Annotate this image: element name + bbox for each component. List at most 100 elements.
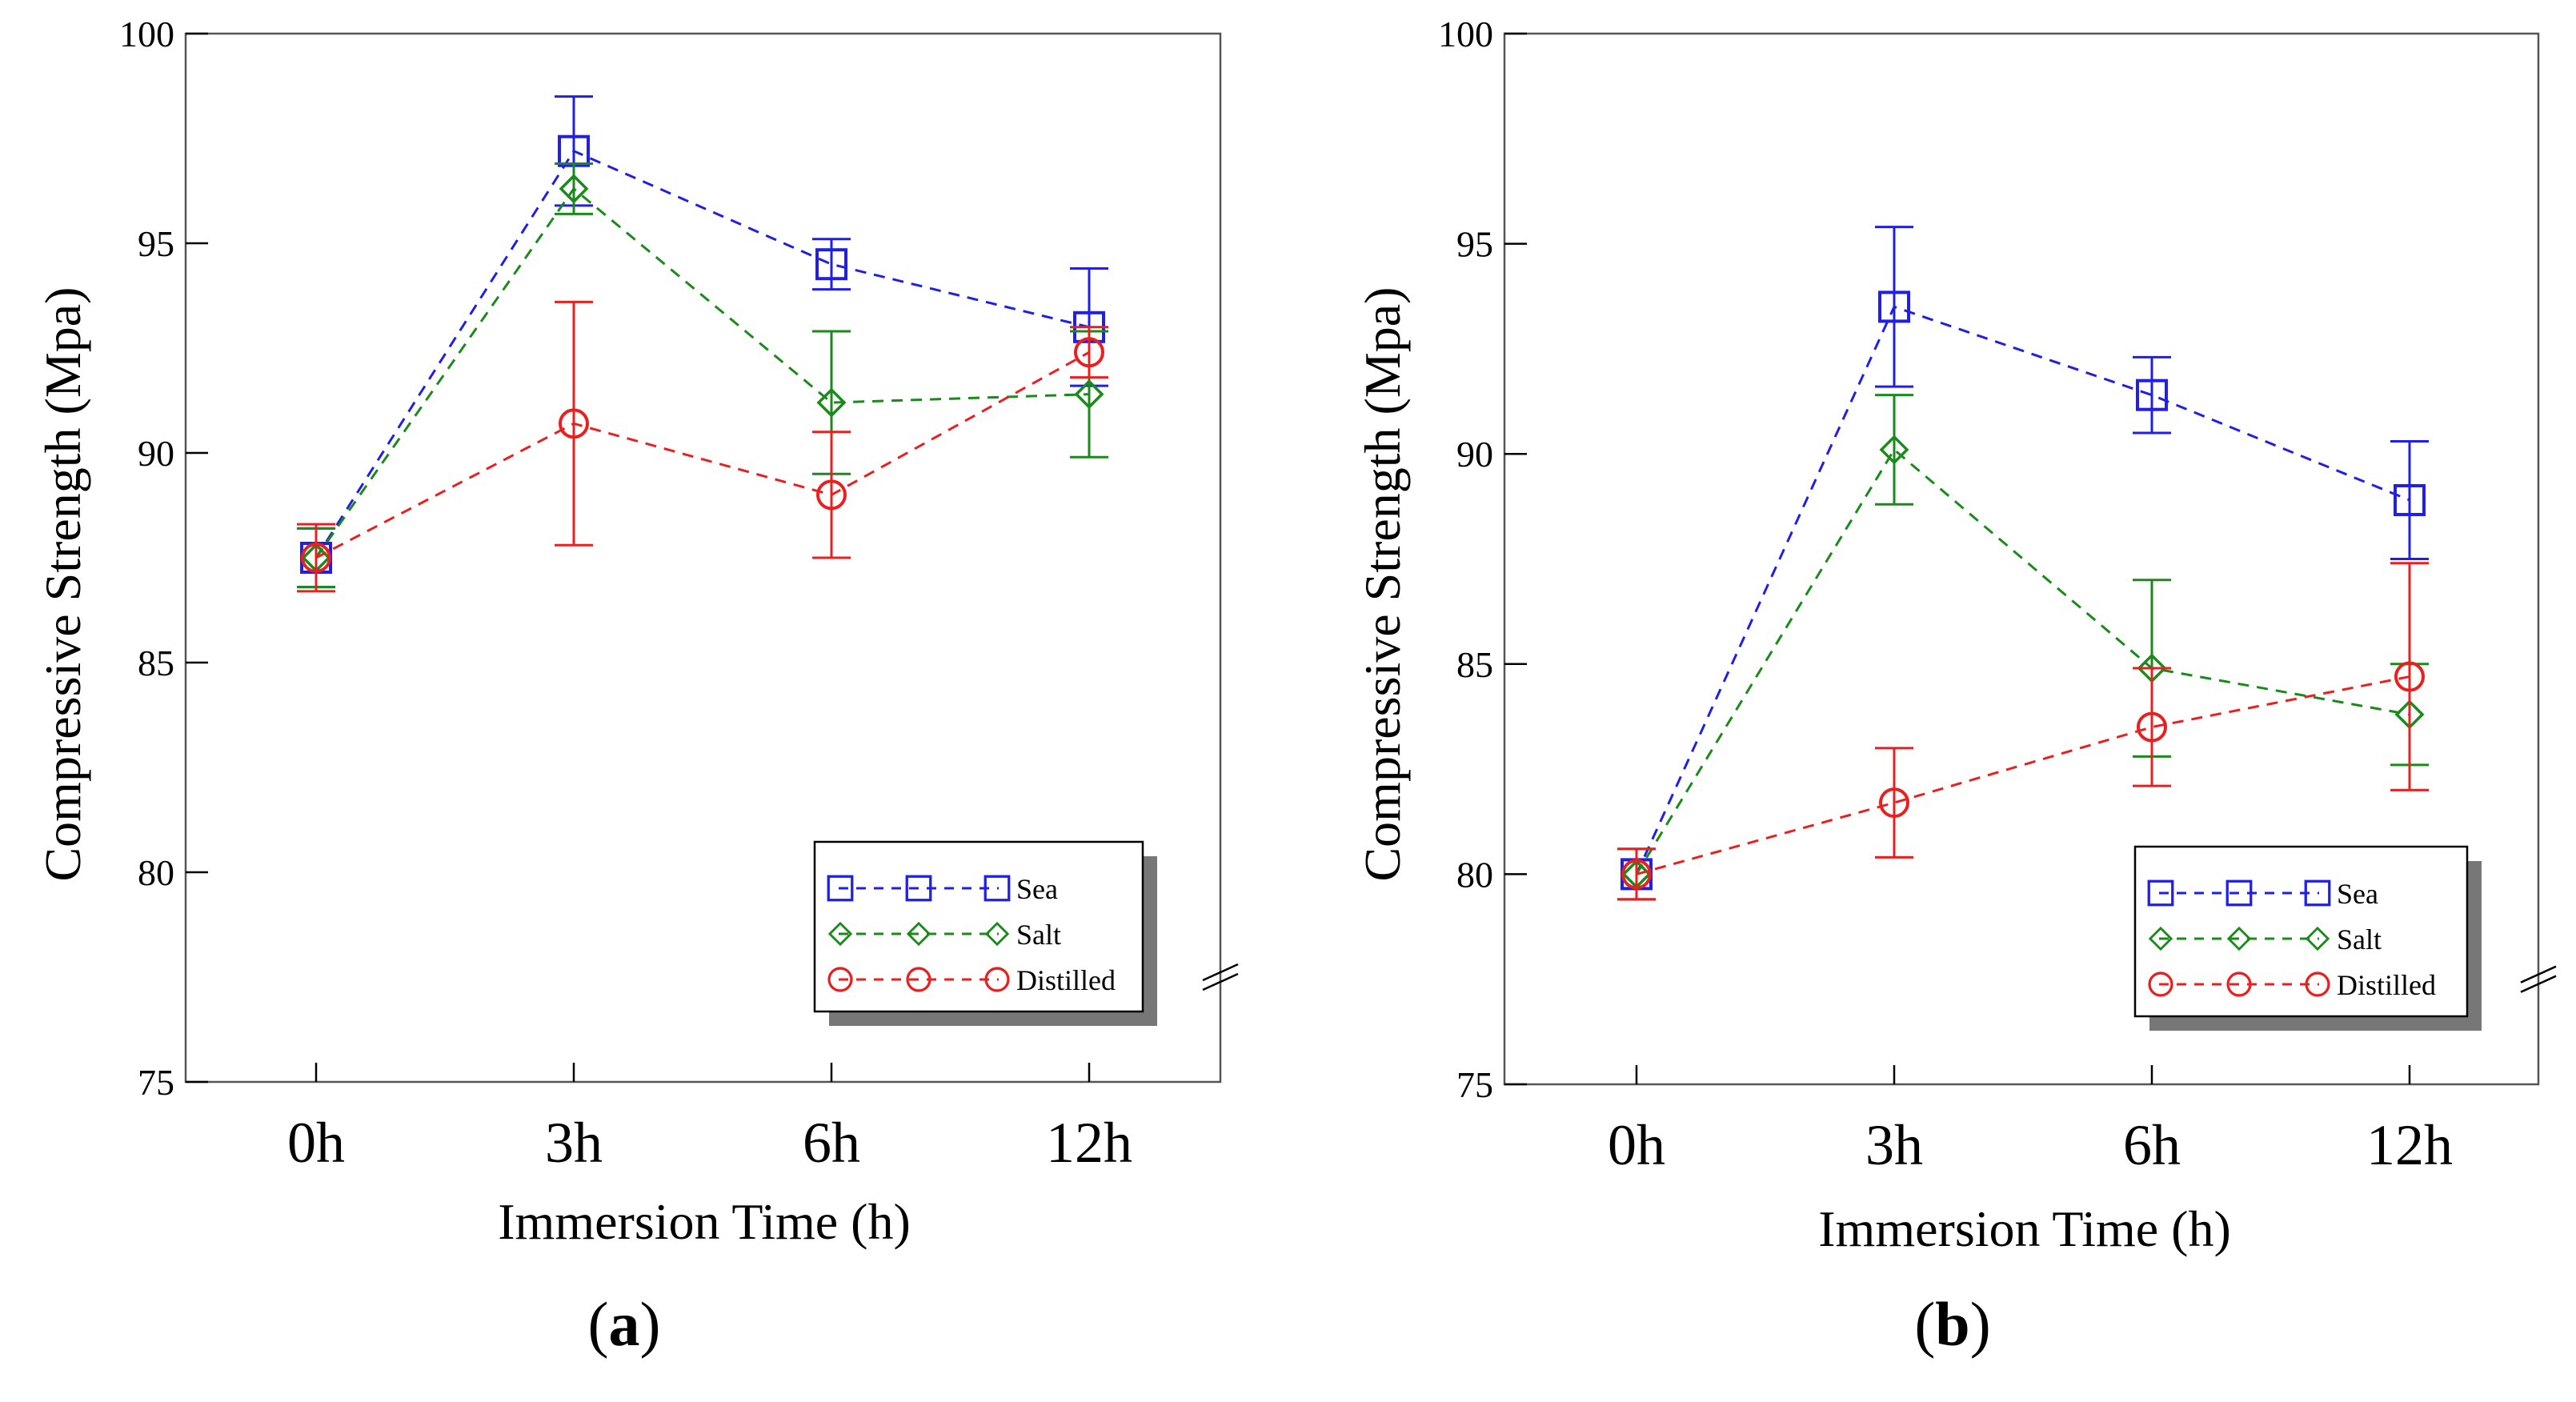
panel-letter-a: a	[608, 1289, 640, 1359]
legend-marker-a-sea-2	[984, 875, 1011, 902]
x-tick-label-a-3h: 3h	[545, 1111, 603, 1175]
legend-marker-group-a-distilled-0	[827, 967, 853, 992]
legend-box-a	[813, 840, 1144, 1013]
y-tick-label-b-95: 95	[1456, 224, 1493, 265]
y-tick-label-a-100: 100	[119, 14, 174, 54]
legend-marker-group-a-sea-0	[827, 875, 854, 902]
axis-break-mark-upper-a	[1202, 963, 1239, 982]
legend-marker-group-b-sea-0	[2147, 879, 2174, 907]
legend-marker-group-a-salt-0	[827, 921, 853, 947]
legend-marker-b-sea-1	[2225, 879, 2253, 907]
data-point-a-distilled-0h	[301, 543, 331, 573]
legend-marker-b-distilled-0	[2148, 971, 2173, 997]
legend-label-a-salt: Salt	[1016, 919, 1061, 951]
legend-marker-group-a-distilled-1	[906, 967, 931, 992]
chart-panel-a: 75 80 85 90 95 100 0h 3h 6h 12h Immersion Time (h)…	[34, 14, 1239, 1250]
panel-label-a: (a)	[587, 1289, 661, 1359]
legend-label-b-distilled: Distilled	[2337, 969, 2436, 1001]
y-tick-label-b-100: 100	[1438, 14, 1493, 54]
legend-marker-group-b-salt-2	[2305, 926, 2330, 951]
data-point-a-distilled-3h	[559, 408, 589, 439]
y-tick-label-a-90: 90	[138, 433, 174, 474]
legend-marker-group-b-distilled-0	[2148, 971, 2173, 997]
legend-label-a-sea: Sea	[1016, 873, 1058, 905]
series-line-a-distilled	[315, 350, 1090, 559]
legend-marker-b-distilled-2	[2305, 971, 2330, 997]
data-point-a-sea-6h	[815, 248, 847, 281]
plot-frame-b	[1503, 32, 2540, 1086]
legend-marker-b-sea-0	[2147, 879, 2174, 907]
legend-label-a-distilled: Distilled	[1016, 964, 1116, 996]
data-point-a-salt-6h	[816, 387, 847, 418]
data-point-b-sea-3h	[1878, 290, 1910, 323]
y-tick-label-a-85: 85	[138, 643, 174, 683]
data-point-b-sea-12h	[2394, 483, 2426, 516]
legend-marker-b-sea-2	[2304, 879, 2331, 907]
x-tick-label-b-12h: 12h	[2366, 1113, 2453, 1177]
legend-label-b-sea: Sea	[2337, 878, 2378, 910]
legend-marker-a-distilled-1	[906, 967, 931, 992]
y-tick-label-b-85: 85	[1456, 644, 1493, 685]
x-tick-label-b-0h: 0h	[1608, 1113, 1665, 1177]
y-axis-title-b: Compressive Strength (Mpa)	[1354, 287, 1411, 882]
legend-marker-group-a-sea-1	[905, 875, 932, 902]
y-tick-label-b-80: 80	[1456, 854, 1493, 895]
data-point-b-salt-3h	[1879, 435, 1909, 465]
x-tick-label-a-0h: 0h	[287, 1111, 345, 1175]
data-point-b-distilled-0h	[1621, 859, 1652, 890]
axis-break-mark-upper-b	[2520, 965, 2557, 983]
legend-marker-group-b-distilled-1	[2226, 971, 2252, 997]
legend-marker-a-sea-1	[905, 875, 932, 902]
axis-break-mark-lower-b	[2520, 975, 2557, 993]
legend-marker-a-salt-0	[827, 921, 853, 947]
legend-marker-b-salt-0	[2148, 926, 2173, 951]
chart-panel-b: 75 80 85 90 95 100 0h 3h 6h 12h Immersion Time (h)…	[1354, 14, 2557, 1257]
legend-box-b	[2133, 845, 2469, 1018]
legend-marker-group-b-distilled-2	[2305, 971, 2330, 997]
legend-marker-group-a-salt-1	[906, 921, 931, 947]
plot-frame-a	[184, 32, 1222, 1084]
y-tick-label-a-80: 80	[138, 852, 174, 893]
x-tick-label-b-3h: 3h	[1865, 1113, 1923, 1177]
axis-break-mark-lower-a	[1202, 972, 1239, 991]
x-tick-label-a-6h: 6h	[803, 1111, 860, 1175]
series-line-b-sea	[1635, 305, 2410, 875]
series-line-b-distilled	[1636, 675, 2410, 875]
series-line-a-sea	[314, 149, 1090, 559]
legend-marker-group-b-sea-1	[2225, 879, 2253, 907]
y-tick-label-b-75: 75	[1456, 1064, 1493, 1105]
legend-marker-b-salt-2	[2305, 926, 2330, 951]
legend-marker-group-b-salt-0	[2148, 926, 2173, 951]
data-point-a-salt-12h	[1074, 379, 1104, 410]
data-point-b-sea-6h	[2136, 379, 2168, 411]
data-point-b-distilled-12h	[2394, 661, 2425, 692]
legend-marker-group-a-distilled-2	[984, 967, 1010, 992]
legend-marker-group-a-salt-2	[984, 921, 1010, 947]
legend-marker-group-a-sea-2	[984, 875, 1011, 902]
legend-marker-b-salt-1	[2226, 926, 2252, 951]
legend-marker-group-b-sea-2	[2304, 879, 2331, 907]
legend-marker-group-b-salt-1	[2226, 926, 2252, 951]
y-tick-label-a-75: 75	[138, 1062, 174, 1103]
data-point-a-distilled-6h	[816, 479, 847, 511]
legend-marker-a-salt-1	[906, 921, 931, 947]
y-axis-title-a: Compressive Strength (Mpa)	[34, 287, 91, 882]
series-line-b-salt	[1635, 447, 2410, 875]
x-axis-title-b: Immersion Time (h)	[1818, 1200, 2231, 1257]
data-point-a-distilled-12h	[1074, 337, 1104, 368]
legend-marker-a-salt-2	[984, 921, 1010, 947]
data-point-b-distilled-6h	[2137, 711, 2167, 743]
legend-marker-a-distilled-2	[984, 967, 1010, 992]
panel-label-b: (b)	[1914, 1289, 1991, 1359]
x-tick-label-b-6h: 6h	[2123, 1113, 2181, 1177]
y-tick-label-b-90: 90	[1456, 434, 1493, 475]
y-tick-label-a-95: 95	[138, 223, 174, 264]
legend-label-b-salt: Salt	[2337, 923, 2382, 955]
data-point-b-distilled-3h	[1879, 787, 1909, 819]
legend-marker-a-sea-0	[827, 875, 854, 902]
series-line-a-salt	[314, 186, 1090, 559]
x-tick-label-a-12h: 12h	[1046, 1111, 1132, 1175]
legend-marker-a-distilled-0	[827, 967, 853, 992]
panel-letter-b: b	[1935, 1289, 1970, 1359]
